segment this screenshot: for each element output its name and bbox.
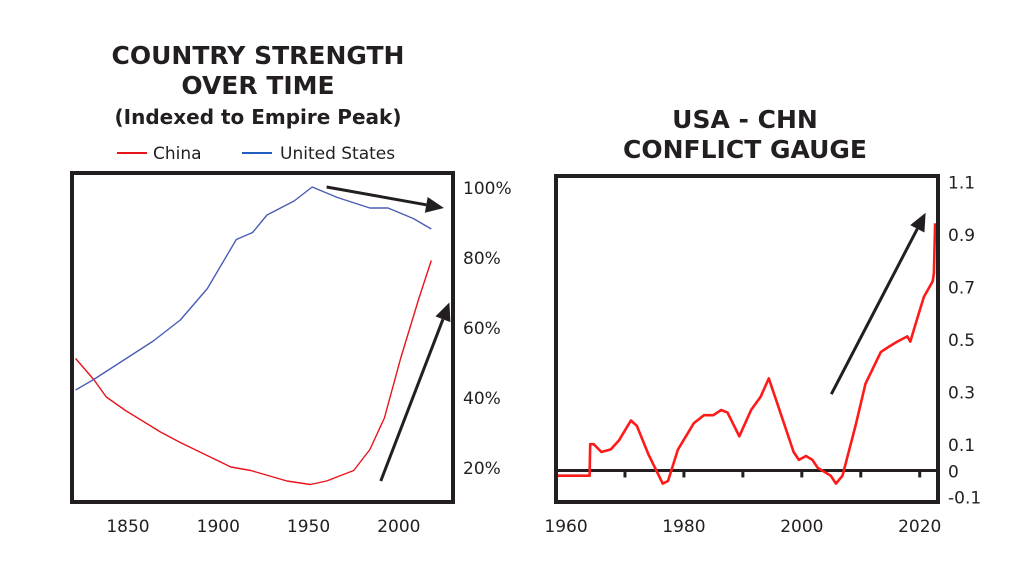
right-plot-frame	[554, 174, 940, 504]
legend-label-united-states: United States	[280, 144, 395, 164]
right-x-tick-label: 2000	[780, 517, 823, 537]
right-trend-arrow-up-shaft	[829, 228, 919, 395]
left-x-tick-label: 2000	[377, 517, 420, 537]
right-x-tick-label: 1980	[662, 517, 705, 537]
left-x-tick-label: 1850	[106, 517, 149, 537]
left-plot-area: 1850 1900 1950 2000 20% 40% 60% 80% 100%	[70, 171, 512, 537]
left-chart-title: COUNTRY STRENGTH	[112, 41, 405, 70]
right-x-tick-label: 1960	[544, 517, 587, 537]
left-trend-arrow-up-head	[435, 302, 451, 323]
left-series-united-states	[75, 186, 432, 391]
left-trend-arrow-up-shaft	[379, 318, 445, 482]
right-chart-title-line2: CONFLICT GAUGE	[623, 135, 867, 164]
right-series-conflict-gauge	[557, 223, 937, 485]
left-x-tick-label: 1950	[287, 517, 330, 537]
left-y-tick-label: 60%	[463, 319, 501, 339]
left-trend-arrow-down-head	[424, 196, 444, 213]
right-y-tick-label: 0.3	[948, 384, 975, 404]
left-plot-frame	[70, 171, 455, 504]
right-y-tick-label: 0.1	[948, 436, 975, 456]
right-chart-title: USA - CHN	[672, 105, 818, 134]
legend-label-china: China	[153, 144, 202, 164]
right-y-tick-label: 0.9	[948, 226, 975, 246]
left-trend-arrow-down-shaft	[326, 185, 427, 207]
right-y-tick-label: 0.7	[948, 278, 975, 298]
left-y-tick-label: 100%	[463, 179, 512, 199]
right-y-tick-label: 1.1	[948, 173, 975, 193]
left-chart-subtitle: (Indexed to Empire Peak)	[115, 105, 402, 129]
left-x-tick-label: 1900	[197, 517, 240, 537]
right-y-tick-label: 0	[948, 462, 959, 482]
left-y-tick-label: 20%	[463, 459, 501, 479]
left-y-tick-label: 40%	[463, 389, 501, 409]
left-y-tick-label: 80%	[463, 249, 501, 269]
right-x-tick-label: 2020	[898, 517, 941, 537]
right-trend-arrow-up-head	[910, 212, 926, 233]
left-chart-title-line2: OVER TIME	[181, 71, 334, 100]
right-y-tick-label: 0.5	[948, 331, 975, 351]
right-plot-area: 1960 1980 2000 2020 1.1 0.9 0.7 0.5 0.3 0.1 0 -0.1	[544, 173, 981, 537]
legend: China United States	[117, 144, 395, 164]
left-series-china	[75, 260, 432, 486]
right-y-tick-label: -0.1	[948, 489, 981, 509]
